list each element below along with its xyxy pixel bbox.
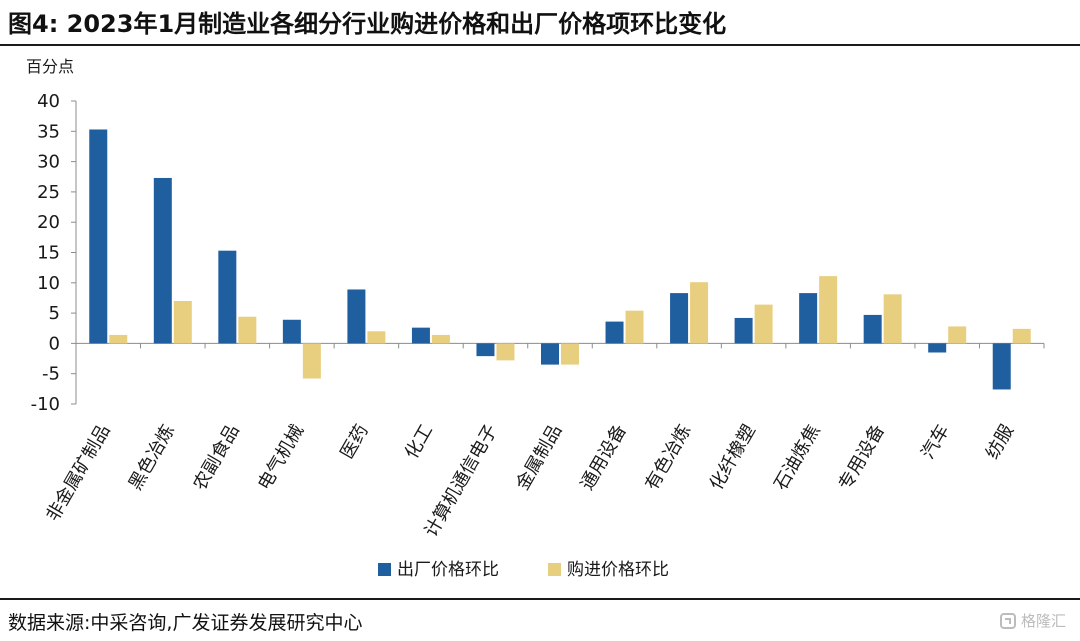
x-category-label: 电气机械 (254, 421, 308, 494)
y-tick-label: 0 (49, 333, 60, 354)
bar-factory-price-6 (476, 343, 495, 357)
y-axis-unit-label: 百分点 (26, 57, 74, 76)
x-category-label: 有色冶炼 (641, 421, 695, 494)
x-category-label: 非金属矿制品 (42, 421, 114, 525)
legend-swatch (378, 563, 391, 576)
bar-factory-price-0 (89, 129, 108, 344)
watermark-text: 格隆汇 (1020, 612, 1066, 630)
x-category-label: 石油炼焦 (770, 421, 824, 494)
y-tick-label: 20 (37, 212, 60, 233)
x-category-label: 黑色冶炼 (125, 421, 179, 494)
bar-purchase-price-2 (238, 316, 257, 344)
bar-factory-price-10 (734, 317, 753, 344)
bar-factory-price-11 (799, 293, 818, 344)
x-category-label: 通用设备 (577, 421, 631, 494)
bar-chart: 百分点 40 35 30 25 20 15 10 5 0 -5 -10 非金属矿制品 黑色冶炼 农副食品 电气… (26, 57, 1045, 580)
y-tick-label: 25 (37, 182, 60, 203)
bar-purchase-price-4 (367, 331, 386, 344)
bar-purchase-price-12 (883, 294, 902, 344)
y-tick-label: 35 (37, 121, 60, 142)
bar-purchase-price-0 (109, 334, 128, 344)
x-category-label: 化纤橡塑 (706, 421, 760, 494)
bar-purchase-price-5 (431, 334, 450, 344)
x-category-label: 化工 (401, 421, 437, 463)
bar-purchase-price-11 (819, 276, 838, 344)
bar-factory-price-9 (670, 293, 689, 344)
x-category-label: 农副食品 (189, 421, 243, 494)
x-category-label: 专用设备 (835, 421, 889, 494)
y-tick-label: -5 (42, 364, 60, 385)
y-tick-label: 40 (37, 91, 60, 112)
y-tick-label: 30 (37, 152, 60, 173)
legend-label: 购进价格环比 (567, 560, 669, 580)
watermark: 格隆汇 (999, 610, 1066, 631)
y-tick-label: 10 (37, 273, 60, 294)
y-tick-label: -10 (31, 394, 60, 415)
bar-factory-price-8 (605, 321, 624, 344)
bar-purchase-price-8 (625, 310, 644, 344)
bar-factory-price-4 (347, 289, 366, 344)
y-tick-label: 15 (37, 243, 60, 264)
bar-purchase-price-13 (948, 326, 967, 344)
bar-factory-price-5 (411, 327, 430, 344)
legend-swatch (548, 563, 561, 576)
bar-purchase-price-3 (302, 343, 321, 379)
source-bar: 数据来源:中采咨询,广发证券发展研究中心 格隆汇 (0, 598, 1080, 641)
bar-purchase-price-10 (754, 304, 773, 344)
title-bar: 图4: 2023年1月制造业各细分行业购进价格和出厂价格项环比变化 (0, 0, 1080, 46)
x-category-label: 纺服 (982, 421, 1018, 463)
bar-purchase-price-9 (690, 282, 709, 344)
bar-purchase-price-7 (561, 343, 579, 365)
bar-purchase-price-1 (173, 300, 192, 344)
watermark-logo-icon (999, 612, 1016, 629)
bar-factory-price-1 (153, 177, 172, 344)
legend-label: 出厂价格环比 (397, 560, 499, 580)
x-category-label: 汽车 (917, 421, 953, 463)
bar-purchase-price-6 (496, 343, 515, 361)
x-category-label: 医药 (337, 421, 373, 463)
bar-factory-price-7 (541, 343, 559, 365)
x-category-label: 金属制品 (512, 421, 566, 494)
bar-factory-price-12 (863, 314, 882, 344)
bar-factory-price-2 (218, 250, 237, 344)
bar-factory-price-13 (928, 343, 947, 353)
bar-factory-price-3 (282, 319, 301, 344)
y-tick-label: 5 (49, 303, 60, 324)
figure-title: 图4: 2023年1月制造业各细分行业购进价格和出厂价格项环比变化 (8, 10, 727, 38)
bar-factory-price-14 (992, 343, 1011, 390)
source-note: 数据来源:中采咨询,广发证券发展研究中心 (8, 612, 363, 634)
bar-purchase-price-14 (1012, 328, 1031, 344)
